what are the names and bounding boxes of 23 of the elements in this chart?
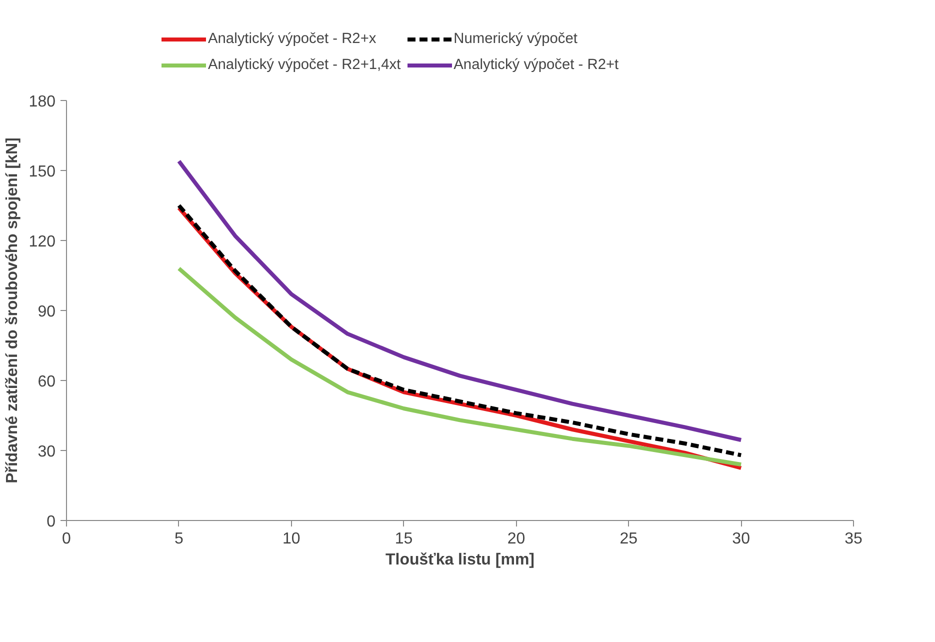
- y-tick-label: 60: [38, 374, 56, 390]
- x-tick-label: 30: [732, 530, 750, 548]
- y-tick-label: 180: [28, 94, 56, 110]
- y-tick-label: 0: [46, 514, 56, 530]
- legend-label: Analytický výpočet - R2+t: [454, 57, 619, 73]
- x-tick-label: 20: [507, 530, 526, 548]
- line-series: [176, 266, 744, 466]
- x-tick-label: 25: [620, 530, 638, 548]
- y-tick-label: 30: [38, 444, 56, 460]
- x-tick-label: 35: [844, 530, 862, 548]
- legend-label: Analytický výpočet - R2+1,4xt: [208, 57, 401, 73]
- y-tick-label: 120: [28, 234, 56, 250]
- legend-label: Analytický výpočet - R2+x: [208, 31, 376, 47]
- y-axis-title: Přídavné zatížení do šroubového spojení [kN]: [4, 138, 21, 484]
- y-tick-label: 90: [38, 304, 56, 320]
- x-tick-label: 15: [394, 530, 413, 548]
- x-tick-label: 5: [174, 530, 184, 548]
- line-series: [176, 159, 744, 442]
- x-axis-title: Tloušťka listu [mm]: [385, 552, 535, 568]
- x-tick-label: 10: [282, 530, 300, 548]
- y-tick-label: 150: [28, 164, 56, 180]
- x-tick-label: 0: [62, 530, 72, 548]
- legend-label: Numerický výpočet: [454, 31, 578, 47]
